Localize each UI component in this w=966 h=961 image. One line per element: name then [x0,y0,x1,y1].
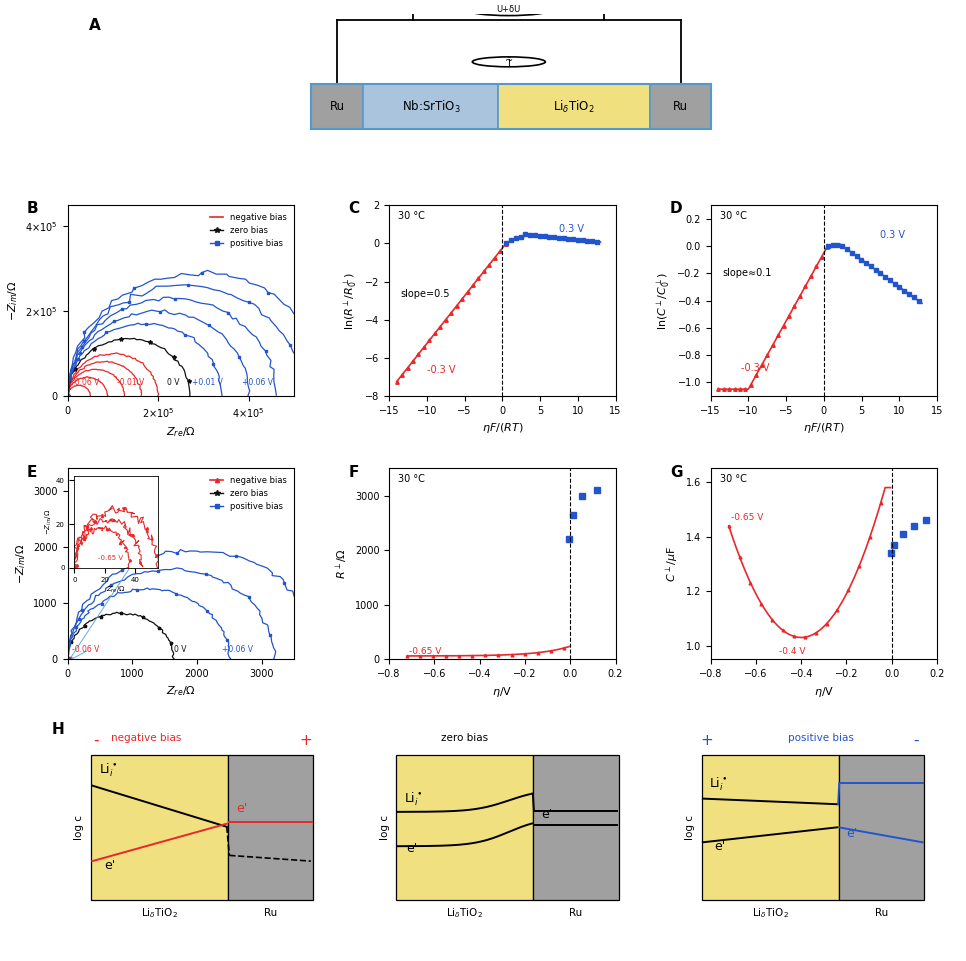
Text: 0 V: 0 V [174,645,186,653]
Y-axis label: $\ln(R^{\perp}/R_0^{\perp})$: $\ln(R^{\perp}/R_0^{\perp})$ [343,272,359,330]
Text: e': e' [407,842,418,855]
Text: +: + [299,733,312,749]
Text: ~: ~ [505,56,513,66]
X-axis label: $\eta$/V: $\eta$/V [492,684,513,699]
Text: Li$_i^\bullet$: Li$_i^\bullet$ [404,790,422,808]
Text: e': e' [541,807,553,821]
Text: F: F [349,465,358,480]
Text: positive bias: positive bias [787,733,854,743]
Text: -0.3 V: -0.3 V [741,363,769,374]
Text: -0.65 V: -0.65 V [731,513,763,522]
Bar [363,85,498,129]
Circle shape [468,4,551,15]
Text: Li$_\delta$TiO$_2$: Li$_\delta$TiO$_2$ [446,906,483,920]
Text: Ru: Ru [673,100,688,113]
Bar [498,85,650,129]
Text: e': e' [715,840,725,853]
Text: Li$_i^\bullet$: Li$_i^\bullet$ [709,776,727,793]
X-axis label: $Z_{re}$/Ω: $Z_{re}$/Ω [166,425,196,439]
Text: slope≈0.1: slope≈0.1 [722,268,771,278]
Text: e': e' [846,826,858,840]
Text: log c: log c [685,815,695,840]
Text: negative bias: negative bias [111,733,182,743]
Y-axis label: $-Z_{im}$/Ω: $-Z_{im}$/Ω [14,544,28,584]
Text: 30 °C: 30 °C [720,210,747,221]
Text: -0.65 V: -0.65 V [410,648,441,656]
Text: 30 °C: 30 °C [398,474,425,484]
Text: U+δU: U+δU [497,6,521,14]
Text: -0.3 V: -0.3 V [427,365,455,375]
Text: Ĩ: Ĩ [507,59,510,69]
Text: 30 °C: 30 °C [720,474,747,484]
Text: Li$_\delta$TiO$_2$: Li$_\delta$TiO$_2$ [141,906,178,920]
Text: -0.06 V: -0.06 V [72,378,99,386]
Text: Ru: Ru [329,100,345,113]
Text: C: C [349,202,359,216]
Bar [533,754,619,899]
Y-axis label: $-Z_{im}$/Ω: $-Z_{im}$/Ω [6,281,19,321]
Text: -: - [94,733,99,749]
Bar [701,754,838,899]
Text: log c: log c [74,815,84,840]
Text: D: D [669,202,683,216]
Text: -0.06 V: -0.06 V [72,645,99,653]
Text: Ru: Ru [264,908,277,918]
Text: 30 °C: 30 °C [398,210,425,221]
Text: B: B [27,202,39,216]
Text: +0.06 V: +0.06 V [221,645,252,653]
Text: G: G [669,465,682,480]
Text: H: H [52,723,65,737]
Text: Li$_i^\bullet$: Li$_i^\bullet$ [99,762,117,779]
Text: Ru: Ru [569,908,582,918]
Text: 0.3 V: 0.3 V [880,230,905,240]
Text: +0.01 V: +0.01 V [192,378,223,386]
Text: -: - [914,733,919,749]
X-axis label: $\eta F/(RT)$: $\eta F/(RT)$ [482,421,523,435]
Text: Li$_\delta$TiO$_2$: Li$_\delta$TiO$_2$ [752,906,788,920]
Text: Nb:SrTiO$_3$: Nb:SrTiO$_3$ [402,99,461,114]
Bar [396,754,533,899]
Text: log c: log c [380,815,389,840]
Y-axis label: $\ln(C^{\perp}/C_0^{\perp})$: $\ln(C^{\perp}/C_0^{\perp})$ [655,272,671,330]
X-axis label: $\eta F/(RT)$: $\eta F/(RT)$ [803,421,844,435]
Text: 0.3 V: 0.3 V [559,224,583,234]
Text: E: E [27,465,38,480]
Bar [228,754,313,899]
X-axis label: $Z_{re}$/Ω: $Z_{re}$/Ω [166,684,196,699]
Text: e': e' [236,801,247,815]
Text: A: A [90,18,101,33]
Text: Li$_\delta$TiO$_2$: Li$_\delta$TiO$_2$ [554,99,595,114]
X-axis label: $\eta$/V: $\eta$/V [813,684,834,699]
Text: -0.4 V: -0.4 V [779,647,805,655]
Bar [311,85,363,129]
Bar [311,85,711,129]
Text: +0.06 V: +0.06 V [242,378,273,386]
Bar [650,85,711,129]
Text: Ru: Ru [875,908,888,918]
Text: slope=0.5: slope=0.5 [401,289,450,299]
Text: 0 V: 0 V [167,378,180,386]
Text: -0.01 V: -0.01 V [118,378,145,386]
Legend: negative bias, zero bias, positive bias: negative bias, zero bias, positive bias [207,209,290,252]
Text: +: + [700,733,713,749]
Text: zero bias: zero bias [441,733,489,743]
Bar [91,754,228,899]
Bar [838,754,924,899]
Y-axis label: $C^{\perp}$/$\mu$F: $C^{\perp}$/$\mu$F [665,546,680,581]
Legend: negative bias, zero bias, positive bias: negative bias, zero bias, positive bias [207,473,290,515]
Y-axis label: $R^{\perp}$/Ω: $R^{\perp}$/Ω [334,549,350,579]
Text: e': e' [104,859,115,873]
Circle shape [472,57,546,67]
